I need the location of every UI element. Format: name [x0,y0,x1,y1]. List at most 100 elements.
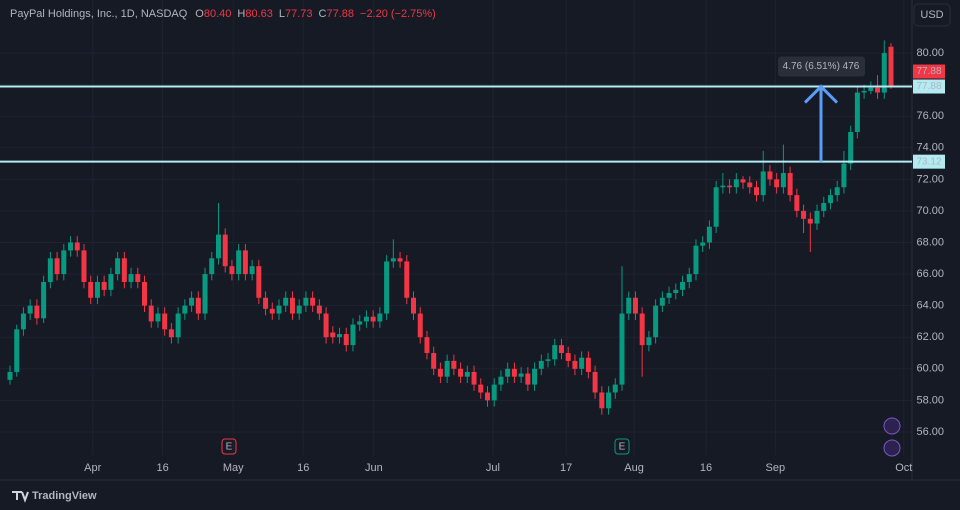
candle-body [337,334,343,338]
candle-body [612,384,618,393]
candle-body [511,368,517,377]
candle-body [148,305,154,322]
candle-body [41,281,47,319]
candle-body [68,242,74,251]
candle-body [236,250,242,275]
candle-body [330,332,336,338]
candle-body [653,305,659,338]
candle-body [316,305,322,314]
ohlc-key: H [237,8,245,20]
candle-body [249,266,255,275]
candle-body [827,195,833,204]
candle-body [532,368,538,385]
candle-body [47,258,53,282]
candle-body [175,313,181,338]
y-tick-label: 72.00 [916,173,944,185]
candle-body [552,345,558,360]
candle-body [27,305,33,314]
candle-body [377,313,383,322]
candle-body [451,360,457,369]
candle-body [787,173,793,196]
last-price-label: 77.88 [916,66,941,77]
x-tick-label: Sep [766,462,786,474]
candle-body [390,258,396,262]
candle-body [841,163,847,188]
candle-body [195,297,201,314]
candle-body [888,46,894,87]
candle-body [747,182,753,188]
brand-logo [12,491,29,503]
candle-body [431,353,437,369]
ohlc-value: 80.40 [204,8,232,20]
candle-body [545,359,551,361]
candle-body [283,297,289,306]
candle-body [680,281,686,290]
ohlc: O80.40 H80.63 L77.73 C77.88 [195,8,354,20]
candle-body [868,87,874,91]
candle-body [801,210,807,219]
candle-body [189,297,195,306]
change: −2.20 (−2.75%) [360,8,436,20]
candle-body [350,324,356,346]
candle-body [397,258,403,262]
candle-body [384,261,390,314]
candle-body [202,274,208,314]
y-tick-label: 56.00 [916,426,944,438]
candle-body [7,371,13,380]
candle-body [686,274,692,282]
x-tick-label: Apr [84,462,101,474]
x-tick-label: May [223,462,244,474]
candle-body [740,179,746,183]
x-tick-label: 16 [157,462,169,474]
brand-name: TradingView [32,490,97,502]
candle-body [727,185,733,188]
candle-body [34,305,40,319]
candle-body [370,316,376,322]
candle-body [753,187,759,196]
event-marker [221,438,237,455]
x-tick-label: Aug [624,462,644,474]
candle-body [666,293,672,298]
y-tick-label: 70.00 [916,205,944,217]
price-badge-label: 77.88 [916,81,941,92]
candle-body [209,258,215,275]
y-tick-label: 60.00 [916,363,944,375]
candle-body [606,392,612,409]
candle-body [572,360,578,369]
x-tick-label: Jul [486,462,500,474]
candle-body [108,274,114,290]
x-tick-label: Oct [895,462,912,474]
candle-body [599,392,605,409]
currency-button[interactable] [913,3,951,27]
candle-body [256,266,262,298]
candle-body [538,360,544,369]
y-tick-label: 76.00 [916,110,944,122]
candle-body [81,250,87,282]
currency-label: USD [920,9,943,21]
candle-body [632,297,638,314]
candle-body [20,313,26,330]
candle-body [646,337,652,346]
candle-body [585,357,591,372]
candle-body [296,305,302,314]
candle-body [444,360,450,377]
ohlc-key: O [195,8,204,20]
x-tick-label: 16 [700,462,712,474]
candle-body [693,245,699,275]
candle-body [794,195,800,211]
ohlc-value: 77.73 [285,8,313,20]
candle-body [424,337,430,354]
candle-body [417,313,423,338]
candle-body [821,203,827,211]
candle-body [94,281,100,298]
icon-button[interactable] [883,439,901,457]
ohlc-key: L [279,8,285,20]
candle-body [135,274,141,282]
event-label: E [619,442,626,453]
candle-body [760,171,766,196]
icon-button[interactable] [883,417,901,435]
ohlc-value: 77.88 [326,8,354,20]
candle-body [464,371,470,377]
candle-body [881,53,887,93]
